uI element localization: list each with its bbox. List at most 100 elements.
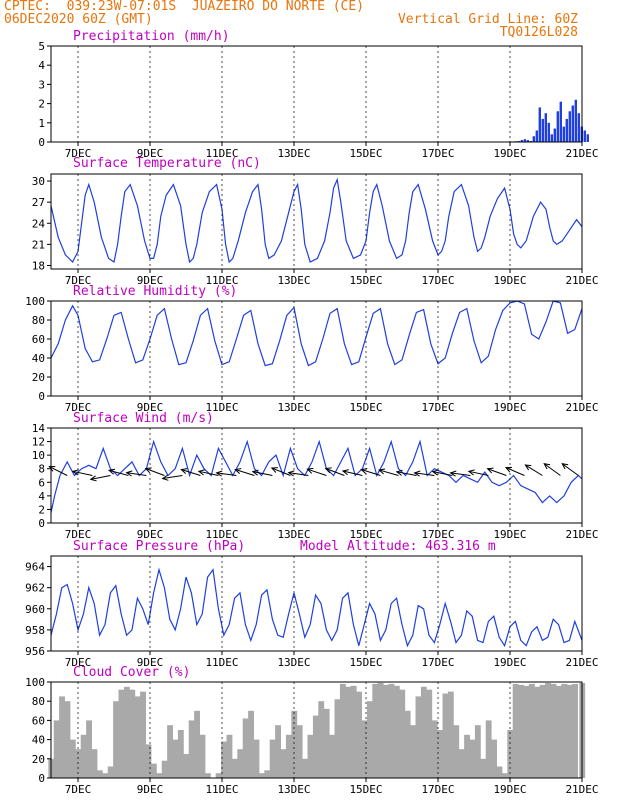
precipitation-panel: Precipitation (mm/h) 0 1 2 3 4 5 7DEC 9DEC 11DEC 1… [38,29,598,160]
wind-arrow-head [504,466,513,473]
pressure-xtick-label: 21DEC [565,656,598,669]
wind-arrow [306,467,327,476]
cloud-bar [91,749,98,778]
temperature-xtick-label: 15DEC [349,274,382,287]
wind-arrow [48,466,68,476]
wind-line [50,439,583,513]
cloud-bar [204,773,211,778]
wind-arrow [360,468,381,476]
humidity-xtick-label: 9DEC [137,401,164,414]
cloud-frame [50,681,583,779]
cloud-bar [280,749,287,778]
wind-arrow [413,470,435,477]
humidity-xtick-label: 11DEC [205,401,238,414]
humidity-xtick-label: 19DEC [493,401,526,414]
precip-bar [535,130,539,142]
humidity-xtick-label: 17DEC [421,401,454,414]
precip-bar [547,122,551,142]
precip-bar [562,126,565,142]
wind-arrow-shaft [487,468,507,476]
cloud-bar [134,696,141,778]
pressure-ytick-label: 958 [25,624,45,637]
cloud-bar [431,720,438,778]
precip-bar [559,101,562,142]
pressure-xtick-label: 11DEC [205,656,238,669]
wind-arrow-shaft [252,471,273,476]
precip-bar [544,113,548,142]
temperature-frame [50,173,583,270]
wind-ytick-label: 4 [38,490,45,503]
wind-arrow-shaft [235,469,255,476]
wind-arrow-head [524,464,532,471]
cloud-bar [80,734,87,778]
pressure-altitude-label: Model Altitude: 463.316 m [300,539,496,554]
cloud-bar [199,734,206,778]
cloud-bar [118,689,125,778]
header-line1: CPTEC: 039:23W-07:01S JUAZEIRO DO NORTE … [4,0,365,14]
precipitation-xtick-label: 17DEC [421,147,454,160]
wind-xtick-label: 13DEC [277,528,310,541]
header-grid-line: Vertical Grid Line: 60Z [397,12,578,27]
temperature-ytick-label: 27 [32,196,45,209]
cloud-bar [420,686,427,778]
wind-arrow-head [395,469,403,476]
wind-arrow-shaft [379,469,399,476]
wind-arrow [161,474,183,481]
cloud-bar [334,699,341,778]
wind-arrow-head [161,474,169,481]
cloud-ytick-label: 60 [32,714,45,727]
cloud-bar [410,725,416,778]
cloud-bar [237,749,244,778]
wind-arrow-shaft [307,468,327,476]
wind-arrow-shaft [216,472,237,476]
wind-arrow-head [251,469,259,476]
cloud-bar [437,730,443,778]
wind-arrow [144,467,165,476]
cloud-ytick-label: 0 [38,772,45,785]
precip-bar [556,111,559,142]
humidity-ytick-label: 40 [32,352,45,365]
precip-bar [523,139,527,142]
cloud-bar [512,683,519,778]
pressure-ytick-label: 960 [25,603,45,616]
wind-arrow-shaft [145,468,165,476]
wind-arrow-shaft [90,475,111,480]
cloud-bar [150,763,157,778]
wind-arrow-shaft [432,471,453,476]
wind-arrow-head [486,467,494,474]
precip-bar [586,134,589,142]
precipitation-xtick-label: 13DEC [277,147,310,160]
wind-arrow [71,469,93,476]
cloud-bar [113,701,119,778]
wind-arrow-shaft [126,472,147,476]
wind-arrow [251,469,273,476]
wind-arrow-shaft [468,470,489,476]
cloud-bar [329,734,335,778]
cloud-bar [393,685,400,778]
wind-ytick-label: 2 [38,503,45,516]
cloud-xtick-label: 11DEC [205,783,238,796]
humidity-ytick-label: 20 [32,371,45,384]
precipitation-ytick-label: 0 [38,136,45,149]
cloud-bar [285,734,292,778]
precipitation-xtick-label: 21DEC [565,147,598,160]
cloud-bar [561,683,568,778]
wind-arrow-head [543,463,551,470]
pressure-panel: Surface Pressure (hPa) Model Altitude: 46… [25,539,598,669]
pressure-xtick-label: 15DEC [349,656,382,669]
cloud-xtick-label: 7DEC [65,783,92,796]
cloud-bar [572,683,578,778]
pressure-xtick-label: 9DEC [137,656,164,669]
cloud-bar [194,710,200,778]
wind-arrow [287,470,309,477]
wind-arrow-shaft [181,469,201,476]
wind-arrow-shaft [505,467,525,476]
cloud-xtick-label: 21DEC [565,783,598,796]
cloud-bar [53,720,60,778]
precip-bar [571,105,574,142]
cloud-bar [64,701,71,778]
wind-xtick-label: 15DEC [349,528,382,541]
cloud-ytick-label: 100 [25,676,45,689]
